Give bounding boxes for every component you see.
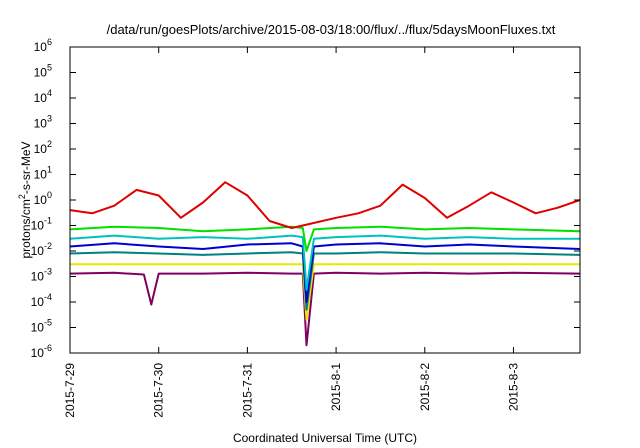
x-tick-label: 2015-8-1 xyxy=(329,363,343,411)
y-axis-label-prefix: protons/cm xyxy=(19,199,33,258)
y-tick-base: 10 xyxy=(34,142,48,156)
y-axis: 10-610-510-410-310-210-11001011021031041… xyxy=(31,37,580,360)
y-tick-exponent: 1 xyxy=(47,165,52,175)
series-line-5 xyxy=(70,263,580,321)
y-tick-base: 10 xyxy=(34,40,48,54)
y-tick-exponent: 5 xyxy=(47,63,52,73)
y-tick-base: 10 xyxy=(31,270,45,284)
y-axis-label: protons/cm2-s-sr-MeV xyxy=(17,141,33,258)
y-axis-label-sup: 2 xyxy=(17,194,27,199)
y-tick-exponent: 6 xyxy=(47,37,52,47)
y-tick-exponent: -2 xyxy=(44,241,52,251)
series-line-4 xyxy=(69,251,581,311)
series-line-1 xyxy=(69,225,581,252)
y-tick-exponent: -3 xyxy=(44,267,52,277)
y-tick-base: 10 xyxy=(31,219,45,233)
y-tick-exponent: 2 xyxy=(47,139,52,149)
x-tick-label: 2015-7-29 xyxy=(63,363,77,418)
y-tick-base: 10 xyxy=(34,91,48,105)
plot-area xyxy=(69,181,581,347)
y-tick-label: 101 xyxy=(34,165,52,182)
y-tick-exponent: -6 xyxy=(44,343,52,353)
y-tick-base: 10 xyxy=(31,244,45,258)
y-tick-label: 102 xyxy=(34,139,52,156)
series-line-2 xyxy=(69,234,580,291)
x-tick-label: 2015-8-2 xyxy=(418,363,432,411)
y-tick-base: 10 xyxy=(31,321,45,335)
y-tick-exponent: -4 xyxy=(44,292,52,302)
y-tick-base: 10 xyxy=(34,193,48,207)
y-tick-label: 10-1 xyxy=(31,216,52,233)
y-tick-label: 105 xyxy=(34,63,52,80)
y-tick-label: 106 xyxy=(34,37,52,54)
y-tick-exponent: 4 xyxy=(47,88,52,98)
y-tick-base: 10 xyxy=(34,168,48,182)
y-tick-label: 104 xyxy=(34,88,52,105)
plot-frame xyxy=(69,46,581,354)
y-tick-label: 100 xyxy=(34,190,52,207)
series-line-3 xyxy=(69,242,581,303)
y-tick-label: 10-6 xyxy=(31,343,52,360)
y-tick-label: 10-4 xyxy=(31,292,52,309)
x-tick-label: 2015-7-31 xyxy=(240,363,254,418)
y-tick-exponent: -1 xyxy=(44,216,52,226)
y-axis-label-suffix: -s-sr-MeV xyxy=(19,141,33,194)
y-tick-base: 10 xyxy=(34,66,48,80)
series-line-6 xyxy=(69,271,581,347)
x-axis: 2015-7-29 2015-7-30 2015-7-31 2015-8-1 2015-… xyxy=(63,47,520,418)
y-tick-label: 10-5 xyxy=(31,318,52,335)
chart-title: /data/run/goesPlots/archive/2015-08-03/1… xyxy=(107,22,556,37)
y-tick-label: 103 xyxy=(34,114,52,131)
y-tick-label: 10-2 xyxy=(31,241,52,258)
y-tick-label: 10-3 xyxy=(31,267,52,284)
x-tick-label: 2015-8-3 xyxy=(506,363,520,411)
y-tick-exponent: 0 xyxy=(47,190,52,200)
x-tick-label: 2015-7-30 xyxy=(152,363,166,418)
y-tick-base: 10 xyxy=(31,295,45,309)
series-line-0 xyxy=(69,181,581,229)
y-tick-base: 10 xyxy=(31,346,45,360)
x-axis-label: Coordinated Universal Time (UTC) xyxy=(233,431,417,445)
y-tick-exponent: -5 xyxy=(44,318,52,328)
y-tick-exponent: 3 xyxy=(47,114,52,124)
y-tick-base: 10 xyxy=(34,117,48,131)
